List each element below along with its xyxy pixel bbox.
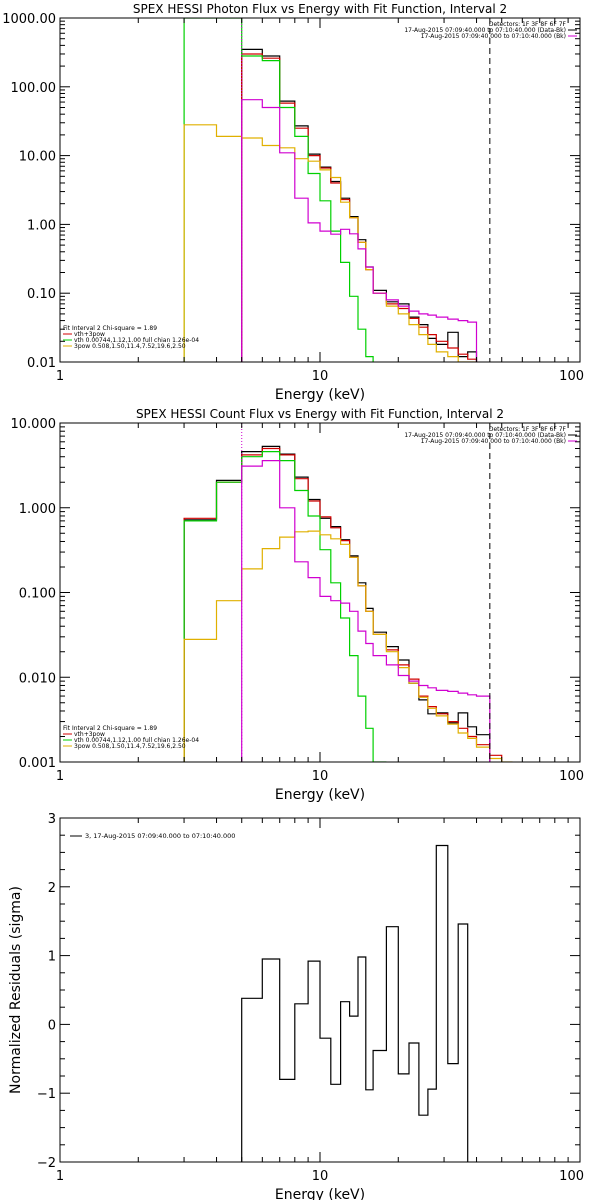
y-tick-label: 0 <box>48 1018 56 1033</box>
x-tick-label: 100 <box>559 369 584 384</box>
info-line: Detectors: 1F 3F 8F 6F 7F <box>489 21 567 28</box>
series-Data-Bk-line <box>183 445 491 762</box>
y-tick-label: 0.10 <box>27 287 56 302</box>
x-axis-label: Energy (keV) <box>275 1187 365 1200</box>
series-3pow-line <box>183 124 477 362</box>
y-tick-label: −1 <box>37 1087 56 1102</box>
series-group <box>183 445 513 762</box>
legend-header: Fit Interval 2 Chi-square = 1.89 <box>63 325 157 332</box>
y-tick-label: 10.00 <box>19 150 56 165</box>
legend-entry: 3, 17-Aug-2015 07:09:40.000 to 07:10:40.… <box>85 832 235 840</box>
x-tick-label: 10 <box>312 769 329 784</box>
info-line: 17-Aug-2015 07:09:40.000 to 07:10:40.000… <box>404 27 566 34</box>
x-tick-label: 10 <box>312 1169 329 1184</box>
series-vth-line <box>183 18 374 362</box>
chart-title: SPEX HESSI Photon Flux vs Energy with Fi… <box>133 2 507 16</box>
series-Data-Bk-line <box>241 48 478 362</box>
chart-panel-2: SPEX HESSI Count Flux vs Energy with Fit… <box>11 407 585 803</box>
series-group <box>183 18 478 362</box>
legend-header: Fit Interval 2 Chi-square = 1.89 <box>63 725 157 732</box>
y-tick-label: 100.00 <box>11 81 57 96</box>
legend-entry: 3pow 0.508,1.50,11.4,7.52,19.6,2.50 <box>74 343 186 350</box>
y-tick-label: 1.000 <box>19 502 56 517</box>
y-tick-label: −2 <box>37 1156 56 1171</box>
y-axis-label: Normalized Residuals (sigma) <box>8 886 24 1094</box>
legend-entry: vth+3pow <box>74 331 105 338</box>
legend-entry: 3pow 0.508,1.50,11.4,7.52,19.6,2.50 <box>74 743 186 750</box>
chart-title: SPEX HESSI Count Flux vs Energy with Fit… <box>136 407 504 421</box>
legend-entry: vth 0.00744,1.12,1.00 full chian 1.26e-0… <box>74 337 199 344</box>
y-tick-label: 1.00 <box>27 218 56 233</box>
series-vth-line <box>183 451 387 762</box>
x-axis-label: Energy (keV) <box>275 387 365 403</box>
x-axis-label: Energy (keV) <box>275 787 365 803</box>
info-line: Detectors: 1F 3F 8F 6F 7F <box>489 426 567 433</box>
y-tick-label: 3 <box>48 812 56 827</box>
y-tick-label: 1 <box>48 950 56 965</box>
y-tick-label: 0.010 <box>19 671 56 686</box>
y-tick-label: 1000.00 <box>2 12 56 27</box>
series-vth+3pow-line <box>183 447 503 762</box>
chart-panel-1: SPEX HESSI Photon Flux vs Energy with Fi… <box>2 2 584 403</box>
series-Bk-line <box>241 99 478 362</box>
series-3pow-line <box>183 530 513 762</box>
legend-entry: vth 0.00744,1.12,1.00 full chian 1.26e-0… <box>74 737 199 744</box>
series-group <box>241 844 469 1162</box>
x-tick-label: 10 <box>312 369 329 384</box>
x-tick-label: 100 <box>559 1169 584 1184</box>
y-tick-label: 0.01 <box>27 356 56 371</box>
y-tick-label: 10.000 <box>11 417 57 432</box>
y-tick-label: 2 <box>48 881 56 896</box>
info-line: 17-Aug-2015 07:09:40.000 to 07:10:40.000… <box>421 438 566 445</box>
x-tick-label: 1 <box>56 769 64 784</box>
series-vth+3pow-line <box>241 53 478 362</box>
y-tick-label: 0.001 <box>19 756 56 771</box>
x-tick-label: 1 <box>56 369 64 384</box>
x-tick-label: 100 <box>559 769 584 784</box>
series-residuals-line <box>241 844 469 1162</box>
y-tick-label: 0.100 <box>19 587 56 602</box>
series-Bk-line <box>241 460 491 762</box>
info-line: 17-Aug-2015 07:09:40.000 to 07:10:40.000… <box>421 33 566 40</box>
legend-entry: vth+3pow <box>74 731 105 738</box>
x-tick-label: 1 <box>56 1169 64 1184</box>
info-line: 17-Aug-2015 07:09:40.000 to 07:10:40.000… <box>404 432 566 439</box>
